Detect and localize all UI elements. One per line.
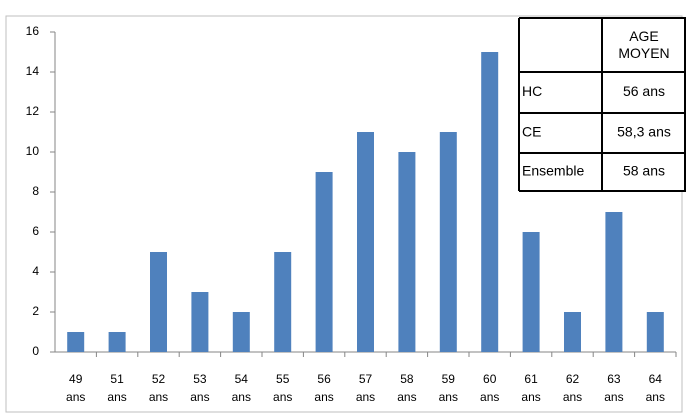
x-tick-label: 61 ans (521, 372, 540, 404)
y-tick-label: 2 (32, 304, 39, 318)
chart-frame (5, 15, 683, 413)
bar (522, 232, 540, 352)
x-tick-label: 54 ans (232, 372, 251, 404)
x-tick-label: 49 ans (66, 372, 85, 404)
y-tick-label: 0 (32, 344, 39, 358)
y-tick-label: 12 (26, 104, 40, 118)
table-header: AGE MOYEN (618, 28, 669, 61)
x-tick-label: 53 ans (190, 372, 209, 404)
x-tick-label: 58 ans (397, 372, 416, 404)
x-tick-label: 60 ans (480, 372, 499, 404)
x-tick-label: 62 ans (563, 372, 582, 404)
bar (481, 52, 499, 352)
bar (67, 332, 85, 352)
table-cell: 56 ans (623, 83, 665, 99)
bar (108, 332, 126, 352)
bar (398, 152, 416, 352)
x-tick-label: 55 ans (273, 372, 292, 404)
x-tick-label: 64 ans (646, 372, 665, 404)
y-tick-label: 4 (32, 264, 39, 278)
bar (150, 252, 167, 352)
bar (646, 312, 664, 352)
table-cell: CE (522, 124, 541, 140)
bar (605, 212, 623, 352)
bar (315, 172, 333, 352)
x-tick-label: 63 ans (604, 372, 623, 404)
y-tick-label: 10 (26, 144, 40, 158)
table-cell: HC (522, 83, 542, 99)
bar (232, 312, 250, 352)
y-tick-label: 14 (26, 64, 40, 78)
x-tick-label: 52 ans (149, 372, 168, 404)
bar (439, 132, 457, 352)
bar (564, 312, 581, 352)
x-tick-label: 56 ans (314, 372, 333, 404)
table-cell: 58 ans (623, 163, 665, 179)
bar (274, 252, 292, 352)
y-tick-label: 6 (32, 224, 39, 238)
y-tick-label: 8 (32, 184, 39, 198)
table-cell: Ensemble (522, 163, 584, 179)
x-tick-label: 57 ans (356, 372, 375, 404)
x-tick-label: 59 ans (439, 372, 458, 404)
table-cell: 58,3 ans (617, 124, 671, 140)
bar (357, 132, 374, 352)
y-tick-label: 16 (26, 24, 40, 38)
bar (191, 292, 209, 352)
x-tick-label: 51 ans (107, 372, 126, 404)
